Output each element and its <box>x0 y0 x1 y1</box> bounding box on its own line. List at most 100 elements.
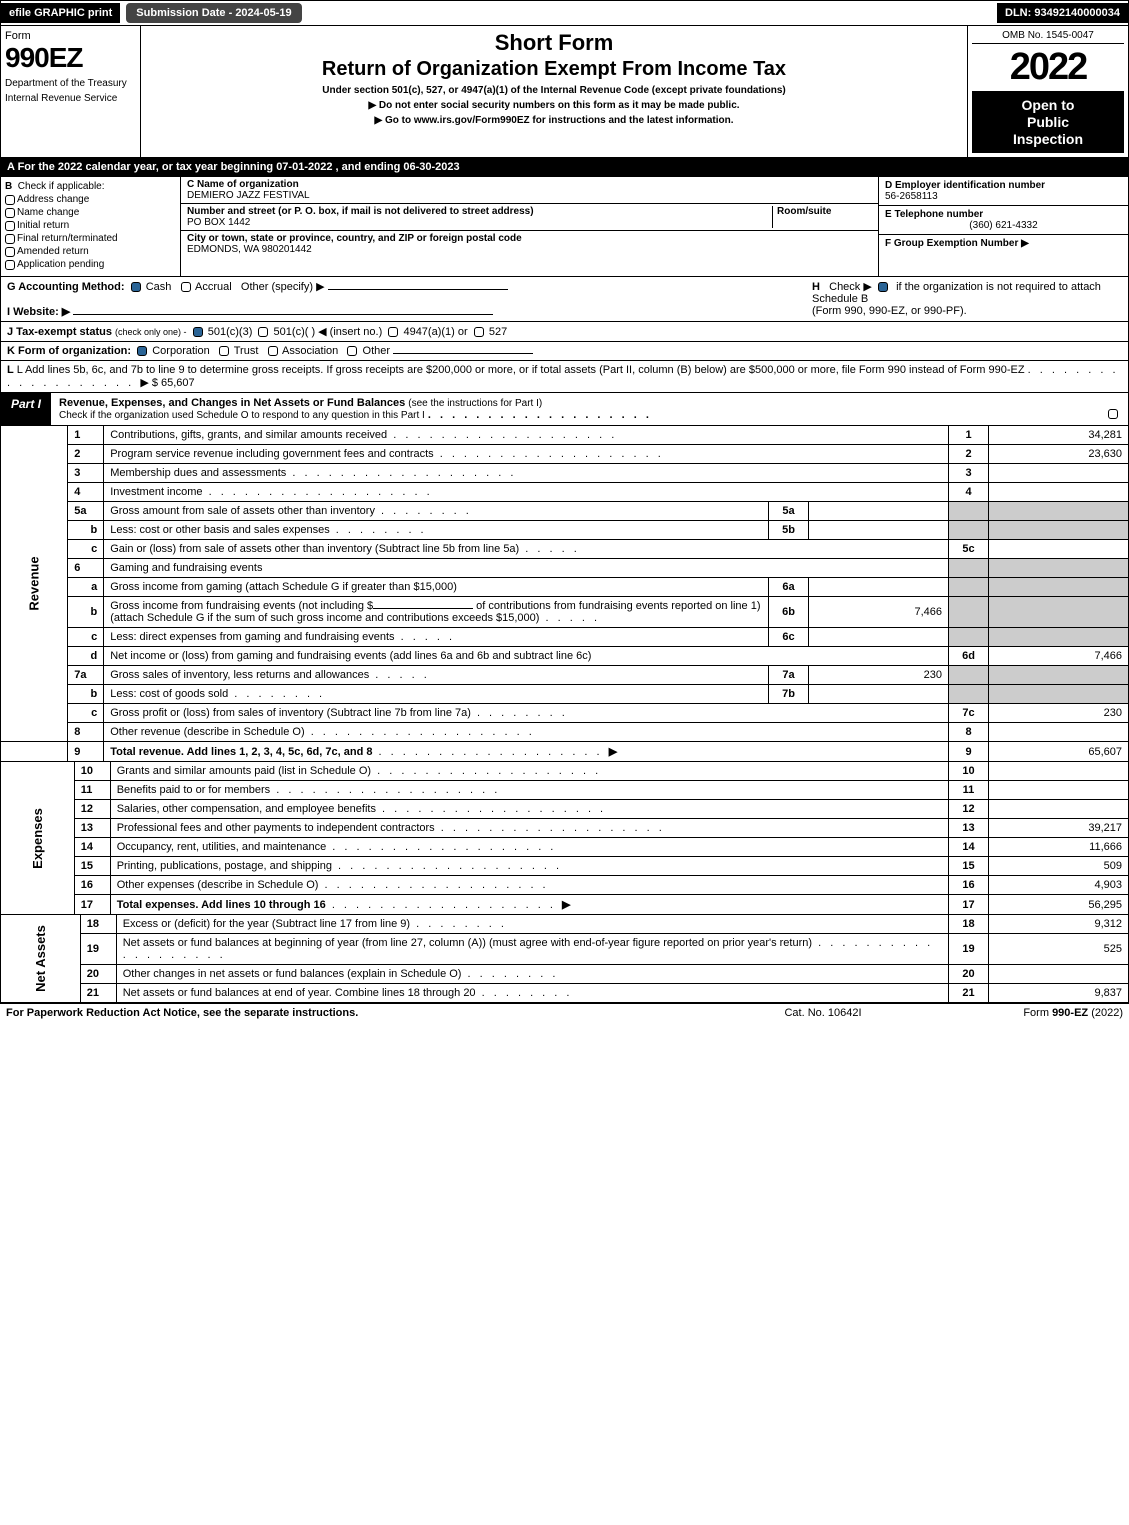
website-input[interactable] <box>73 314 493 315</box>
header-left: Form 990EZ Department of the Treasury In… <box>1 26 141 157</box>
checkbox-icon[interactable] <box>5 221 15 231</box>
table-row: 8 Other revenue (describe in Schedule O)… <box>1 723 1129 742</box>
check-final-return[interactable]: Final return/terminated <box>5 233 176 244</box>
dots-icon <box>387 429 617 441</box>
dots-icon <box>410 918 507 930</box>
table-row: Net Assets 18 Excess or (deficit) for th… <box>1 915 1129 934</box>
check-application-pending[interactable]: Application pending <box>5 259 176 270</box>
checkbox-527-icon[interactable] <box>474 327 484 337</box>
line-6d-value: 7,466 <box>989 647 1129 666</box>
gross-receipts-value: ▶ $ 65,607 <box>140 377 194 389</box>
submission-date-label: Submission Date - 2024-05-19 <box>126 3 301 23</box>
line-10-value <box>989 762 1129 781</box>
checkbox-icon[interactable] <box>5 234 15 244</box>
expenses-side-label: Expenses <box>1 762 75 915</box>
check-address-change[interactable]: Address change <box>5 194 176 205</box>
dln-label: DLN: 93492140000034 <box>997 3 1128 23</box>
checkbox-accrual-icon[interactable] <box>181 282 191 292</box>
dots-icon <box>435 822 665 834</box>
table-row: 13 Professional fees and other payments … <box>1 819 1129 838</box>
contrib-amount-input[interactable] <box>373 608 473 609</box>
line-21-value: 9,837 <box>989 984 1129 1003</box>
checkbox-4947-icon[interactable] <box>388 327 398 337</box>
line-9-value: 65,607 <box>989 742 1129 762</box>
table-row: 14 Occupancy, rent, utilities, and maint… <box>1 838 1129 857</box>
part-1-label: Part I <box>1 393 51 425</box>
page-footer: For Paperwork Reduction Act Notice, see … <box>0 1003 1129 1022</box>
checkbox-icon[interactable] <box>5 208 15 218</box>
instructions-link[interactable]: ▶ Go to www.irs.gov/Form990EZ for instru… <box>149 115 959 126</box>
street-label: Number and street (or P. O. box, if mail… <box>187 206 772 217</box>
checkbox-icon[interactable] <box>5 195 15 205</box>
form-word: Form <box>5 30 136 42</box>
phone-value: (360) 621-4332 <box>885 220 1122 231</box>
line-7c-value: 230 <box>989 704 1129 723</box>
checkbox-501c3-icon[interactable] <box>193 327 203 337</box>
phone-label: E Telephone number <box>885 209 1122 220</box>
line-7b-value <box>809 685 949 704</box>
dots-icon <box>375 505 472 517</box>
form-header: Form 990EZ Department of the Treasury In… <box>0 26 1129 158</box>
table-row: 3 Membership dues and assessments 3 <box>1 464 1129 483</box>
checkbox-icon[interactable] <box>5 260 15 270</box>
table-row: b Gross income from fundraising events (… <box>1 597 1129 628</box>
dept-treasury: Department of the Treasury <box>5 78 136 89</box>
paperwork-notice: For Paperwork Reduction Act Notice, see … <box>6 1007 723 1019</box>
line-3-value <box>989 464 1129 483</box>
dots-icon <box>286 467 516 479</box>
checkbox-schedule-o-icon[interactable] <box>1108 409 1118 419</box>
website-label: I Website: ▶ <box>7 306 70 318</box>
table-row: d Net income or (loss) from gaming and f… <box>1 647 1129 666</box>
checkbox-icon[interactable] <box>5 247 15 257</box>
line-6a-value <box>809 578 949 597</box>
check-initial-return[interactable]: Initial return <box>5 220 176 231</box>
form-title-2: Return of Organization Exempt From Incom… <box>149 58 959 81</box>
arrow-icon: ▶ <box>609 746 617 758</box>
arrow-icon: ▶ <box>562 899 570 911</box>
section-g: G Accounting Method: Cash Accrual Other … <box>7 280 802 318</box>
revenue-side-label: Revenue <box>1 426 68 742</box>
line-1-value: 34,281 <box>989 426 1129 445</box>
section-c: C Name of organization DEMIERO JAZZ FEST… <box>181 177 878 276</box>
checkbox-cash-icon[interactable] <box>131 282 141 292</box>
line-2-value: 23,630 <box>989 445 1129 464</box>
section-h: H Check ▶ if the organization is not req… <box>802 280 1122 318</box>
dots-icon <box>519 543 580 555</box>
line-19-value: 525 <box>989 934 1129 965</box>
dots-icon <box>434 448 664 460</box>
ssn-warning: ▶ Do not enter social security numbers o… <box>149 100 959 111</box>
dots-icon <box>461 968 558 980</box>
checkbox-schedule-b-icon[interactable] <box>878 282 888 292</box>
checkbox-association-icon[interactable] <box>268 346 278 356</box>
check-amended-return[interactable]: Amended return <box>5 246 176 257</box>
dots-icon <box>203 486 433 498</box>
dots-icon <box>326 841 556 853</box>
dots-icon <box>326 899 556 911</box>
checkbox-corporation-icon[interactable] <box>137 346 147 356</box>
top-bar: efile GRAPHIC print Submission Date - 20… <box>0 0 1129 26</box>
street-value: PO BOX 1442 <box>187 217 772 228</box>
section-j: J Tax-exempt status (check only one) - 5… <box>0 322 1129 342</box>
dots-icon <box>376 803 606 815</box>
section-b: B Check if applicable: Address change Na… <box>1 177 181 276</box>
check-name-change[interactable]: Name change <box>5 207 176 218</box>
dots-icon <box>305 726 535 738</box>
other-org-input[interactable] <box>393 353 533 354</box>
line-18-value: 9,312 <box>989 915 1129 934</box>
header-center: Short Form Return of Organization Exempt… <box>141 26 968 157</box>
other-specify-input[interactable] <box>328 289 508 290</box>
line-20-value <box>989 965 1129 984</box>
dots-icon <box>539 612 600 624</box>
form-title-1: Short Form <box>149 30 959 56</box>
checkbox-other-org-icon[interactable] <box>347 346 357 356</box>
line-5a-value <box>809 502 949 521</box>
efile-print-label[interactable]: efile GRAPHIC print <box>1 3 120 23</box>
checkbox-trust-icon[interactable] <box>219 346 229 356</box>
dots-icon <box>372 746 602 758</box>
ein-label: D Employer identification number <box>885 180 1122 191</box>
checkbox-501c-icon[interactable] <box>258 327 268 337</box>
line-12-value <box>989 800 1129 819</box>
table-row: 12 Salaries, other compensation, and emp… <box>1 800 1129 819</box>
line-7a-value: 230 <box>809 666 949 685</box>
org-info-grid: B Check if applicable: Address change Na… <box>0 177 1129 277</box>
